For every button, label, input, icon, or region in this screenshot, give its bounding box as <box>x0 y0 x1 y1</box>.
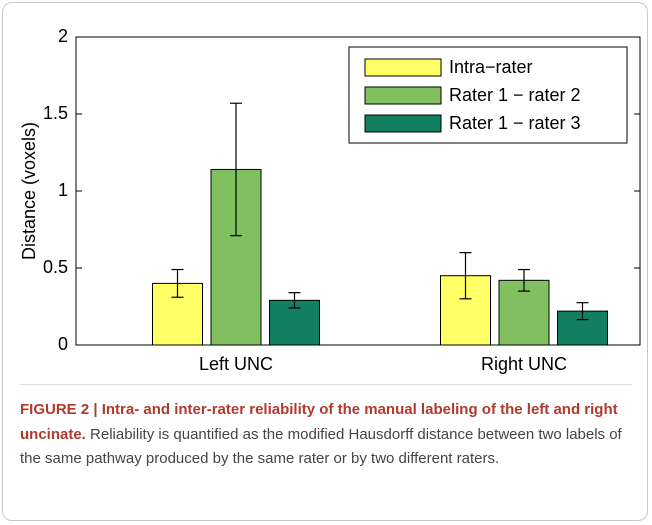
bar <box>440 275 491 346</box>
legend-label: Rater 1 − rater 2 <box>449 85 581 105</box>
y-tick-label: 0 <box>58 334 68 354</box>
separator <box>20 384 632 385</box>
error-bar <box>576 302 589 321</box>
error-bar <box>230 102 242 237</box>
x-tick-label: Left UNC <box>199 354 273 374</box>
caption-title: FIGURE 2 | Intra- and inter-rater reliab… <box>20 401 618 443</box>
y-tick-label: 0.5 <box>43 257 68 277</box>
figure-frame <box>2 2 648 521</box>
error-bar <box>171 268 184 298</box>
x-tick-label: Right UNC <box>481 354 567 374</box>
error-bar <box>518 268 530 292</box>
error-bar <box>459 252 472 300</box>
caption: FIGURE 2 | Intra- and inter-rater reliab… <box>20 398 632 472</box>
legend-swatch <box>364 58 442 77</box>
chart: Distance (voxels) 0 0.5 1 1.5 2 Left UNC Right… <box>19 26 641 374</box>
y-tick-label: 1 <box>58 180 68 200</box>
legend-label: Rater 1 − rater 3 <box>449 113 581 133</box>
error-bar <box>288 292 301 309</box>
caption-text: Reliability is quantified as the modifie… <box>20 425 622 468</box>
y-tick-label: 2 <box>58 26 68 46</box>
y-tick-label: 1.5 <box>43 103 68 123</box>
legend-swatch <box>364 86 442 105</box>
y-axis-label: Distance (voxels) <box>19 122 39 260</box>
legend-swatch <box>364 114 442 133</box>
legend-label: Intra−rater <box>449 57 533 77</box>
